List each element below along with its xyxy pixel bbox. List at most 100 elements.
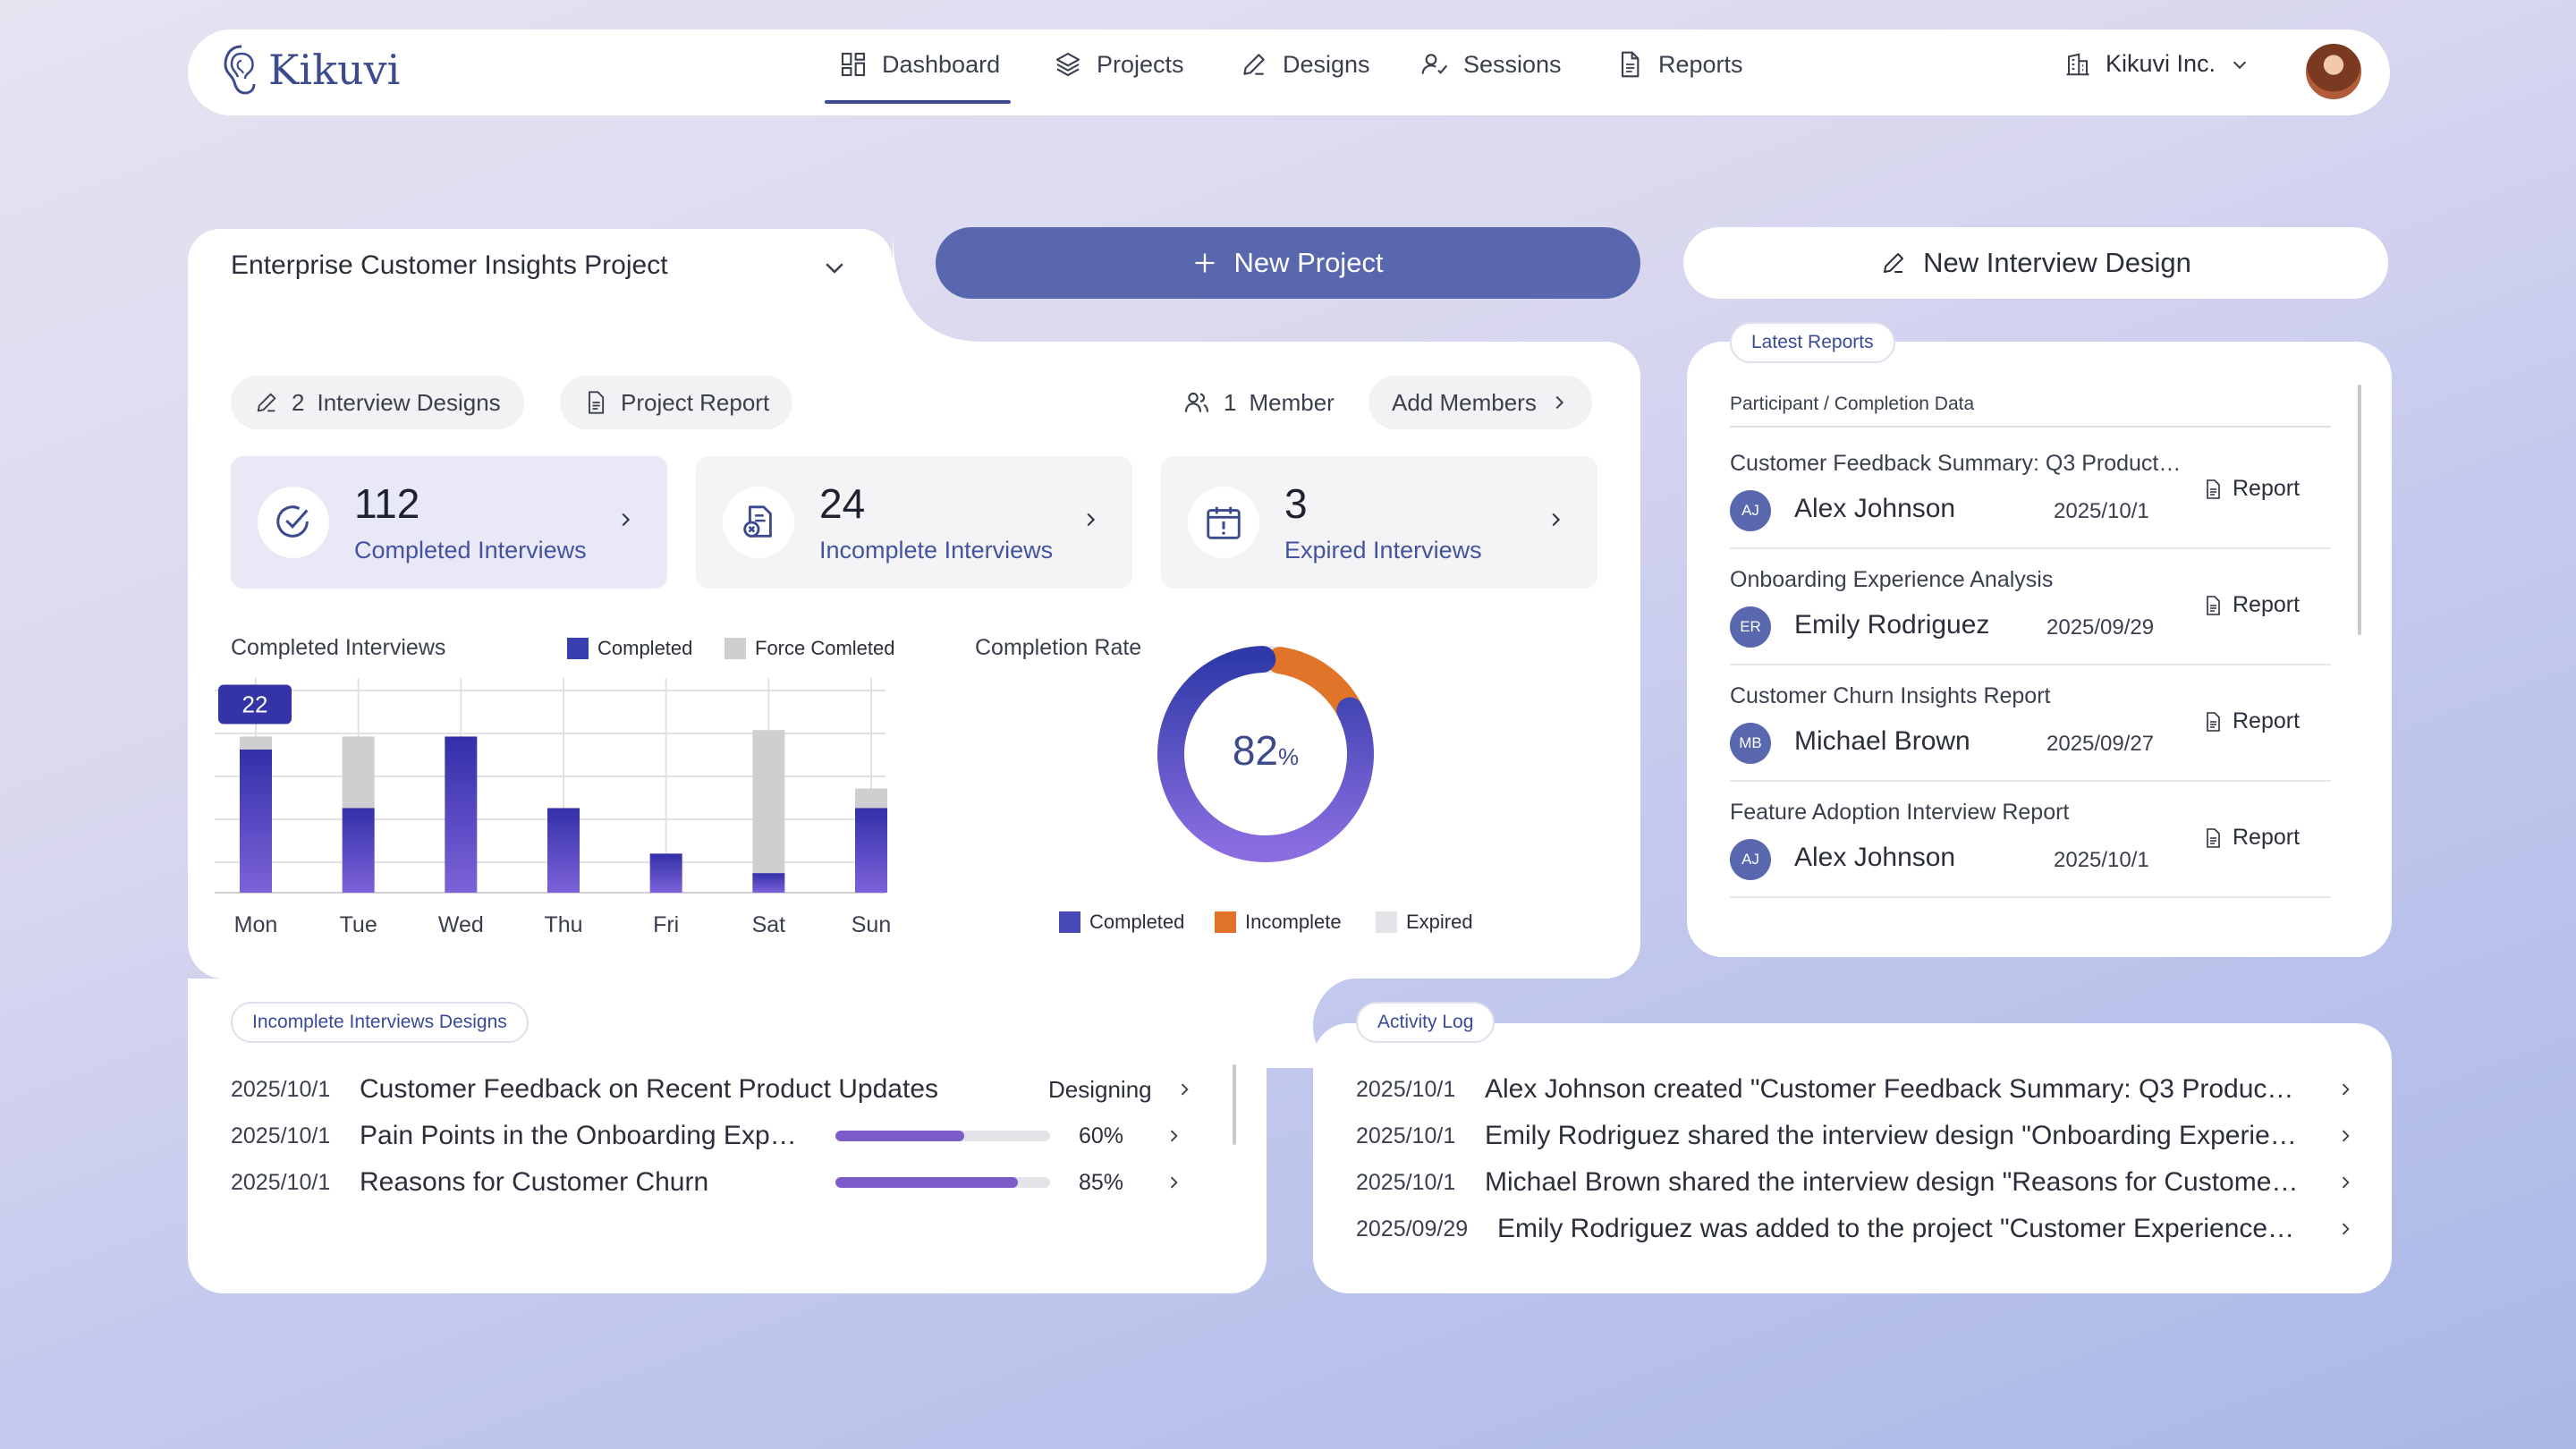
donut-legend-completed: Completed <box>1059 911 1184 934</box>
bar-completed-sun[interactable] <box>855 808 887 893</box>
pencil-icon <box>1884 253 1904 273</box>
nav-item-sessions[interactable]: Sessions <box>1420 50 1562 79</box>
incomplete-design-row[interactable]: 2025/10/1 Customer Feedback on Recent Pr… <box>231 1066 1215 1113</box>
x-tick-label: Sun <box>852 912 891 937</box>
document-icon <box>2207 479 2220 499</box>
nav-label: Designs <box>1283 50 1370 78</box>
bar-value-tooltip-text: 22 <box>242 691 268 717</box>
report-button-label: Report <box>2233 476 2301 501</box>
project-select-value[interactable]: Enterprise Customer Insights Project <box>231 250 668 280</box>
pencil-icon <box>1243 54 1265 75</box>
nav-item-dashboard[interactable]: Dashboard <box>839 50 1000 79</box>
legend-swatch <box>724 638 746 659</box>
report-row[interactable]: Onboarding Experience Analysis ER Emily … <box>1730 549 2331 665</box>
incomplete-design-row[interactable]: 2025/10/1 Pain Points in the Onboarding … <box>231 1113 1215 1159</box>
design-progress-label: 85% <box>1079 1169 1124 1195</box>
participant-avatar: MB <box>1730 723 1771 764</box>
stat-card-completed[interactable]: 112 Completed Interviews <box>231 456 667 589</box>
activity-date: 2025/09/29 <box>1356 1216 1469 1241</box>
activity-row[interactable]: 2025/10/1 Emily Rodriguez shared the int… <box>1356 1113 2358 1159</box>
incomplete-scrollbar[interactable] <box>1233 1064 1236 1145</box>
x-tick-label: Tue <box>340 912 377 937</box>
ear-logo-icon <box>224 45 256 95</box>
incomplete-designs-tag: Incomplete Interviews Designs <box>231 1002 529 1043</box>
activity-log-panel <box>1313 1023 2392 1293</box>
nav-item-reports[interactable]: Reports <box>1615 50 1743 79</box>
participant-avatar: AJ <box>1730 490 1771 531</box>
app-logo[interactable]: Kikuvi <box>222 43 400 97</box>
bar-force-completed-mon[interactable] <box>240 736 272 750</box>
chevron-down-icon[interactable] <box>821 254 848 281</box>
nav-label: Sessions <box>1463 50 1562 78</box>
report-row[interactable]: Customer Churn Insights Report MB Michae… <box>1730 665 2331 782</box>
bar-legend-completed: Completed <box>567 637 692 660</box>
bar-completed-sat[interactable] <box>752 873 785 893</box>
new-design-label: New Interview Design <box>1923 247 2191 278</box>
activity-row[interactable]: 2025/10/1 Michael Brown shared the inter… <box>1356 1159 2358 1206</box>
design-status: Designing <box>1048 1075 1152 1103</box>
design-progress-label: 60% <box>1079 1123 1124 1148</box>
donut-center-value: 82 <box>1232 727 1279 774</box>
activity-date: 2025/10/1 <box>1356 1076 1456 1102</box>
report-row[interactable]: Feature Adoption Interview Report AJ Ale… <box>1730 782 2331 898</box>
report-row[interactable]: Customer Feedback Summary: Q3 Product… A… <box>1730 433 2331 549</box>
member-count: 1 Member <box>1182 388 1335 417</box>
user-check-icon <box>1421 54 1448 74</box>
bar-force-completed-tue[interactable] <box>342 736 375 809</box>
latest-reports-tag: Latest Reports <box>1730 322 1895 363</box>
project-report-label: Project Report <box>621 388 770 416</box>
design-date: 2025/10/1 <box>231 1169 331 1195</box>
participant-avatar: AJ <box>1730 839 1771 880</box>
stat-card-incomplete[interactable]: 24 Incomplete Interviews <box>696 456 1132 589</box>
bar-completed-tue[interactable] <box>342 808 375 893</box>
new-project-button[interactable]: New Project <box>936 227 1640 299</box>
top-nav-bar <box>188 30 2390 115</box>
grid-icon <box>841 52 866 77</box>
bar-force-completed-sat[interactable] <box>752 730 785 874</box>
bar-value-tooltip <box>218 684 292 724</box>
participant-name: Alex Johnson <box>1794 843 1956 872</box>
nav-item-designs[interactable]: Designs <box>1240 50 1370 79</box>
new-interview-design-button[interactable]: New Interview Design <box>1683 227 2388 299</box>
bar-force-completed-sun[interactable] <box>855 788 887 809</box>
design-date: 2025/10/1 <box>231 1076 331 1102</box>
panel-notch <box>893 227 1000 343</box>
design-date: 2025/10/1 <box>231 1123 331 1148</box>
new-project-label: New Project <box>1233 247 1384 278</box>
donut-slice-completed[interactable] <box>1157 646 1374 862</box>
report-button-label: Report <box>2233 708 2301 733</box>
chevron-right-icon <box>1555 395 1563 410</box>
chevron-right-icon <box>1552 513 1561 527</box>
interview-designs-pill[interactable]: 2 Interview Designs <box>231 376 524 429</box>
document-icon <box>2207 711 2220 732</box>
legend-swatch <box>1376 911 1397 933</box>
bar-completed-mon[interactable] <box>240 750 272 893</box>
activity-row[interactable]: 2025/10/1 Alex Johnson created "Customer… <box>1356 1066 2358 1113</box>
chevron-right-icon <box>622 513 631 527</box>
bar-completed-thu[interactable] <box>547 808 580 893</box>
add-members-button[interactable]: Add Members <box>1368 376 1592 429</box>
stat-label: Incomplete Interviews <box>819 537 1054 564</box>
stat-value: 3 <box>1284 480 1308 527</box>
open-report-button[interactable]: Report <box>2202 708 2300 734</box>
open-report-button[interactable]: Report <box>2202 592 2300 618</box>
open-report-button[interactable]: Report <box>2202 825 2300 851</box>
report-button-label: Report <box>2233 825 2301 850</box>
company-switcher[interactable]: Kikuvi Inc. <box>2064 50 2250 78</box>
report-button-label: Report <box>2233 592 2301 617</box>
incomplete-design-row[interactable]: 2025/10/1 Reasons for Customer Churn 85% <box>231 1159 1215 1206</box>
nav-item-projects[interactable]: Projects <box>1054 50 1184 79</box>
activity-date: 2025/10/1 <box>1356 1169 1456 1195</box>
donut-center-label: 82% <box>1154 726 1377 775</box>
open-report-button[interactable]: Report <box>2202 476 2300 502</box>
user-avatar[interactable] <box>2304 42 2363 101</box>
stat-card-expired[interactable]: 3 Expired Interviews <box>1161 456 1597 589</box>
chevron-right-icon <box>1087 513 1096 527</box>
project-report-pill[interactable]: Project Report <box>560 376 793 429</box>
design-progress-bar <box>835 1131 1050 1141</box>
bar-completed-wed[interactable] <box>445 736 478 893</box>
activity-row[interactable]: 2025/09/29 Emily Rodriguez was added to … <box>1356 1206 2358 1252</box>
reports-scrollbar[interactable] <box>2358 385 2361 635</box>
x-tick-label: Fri <box>653 912 679 937</box>
bar-completed-fri[interactable] <box>649 853 682 893</box>
